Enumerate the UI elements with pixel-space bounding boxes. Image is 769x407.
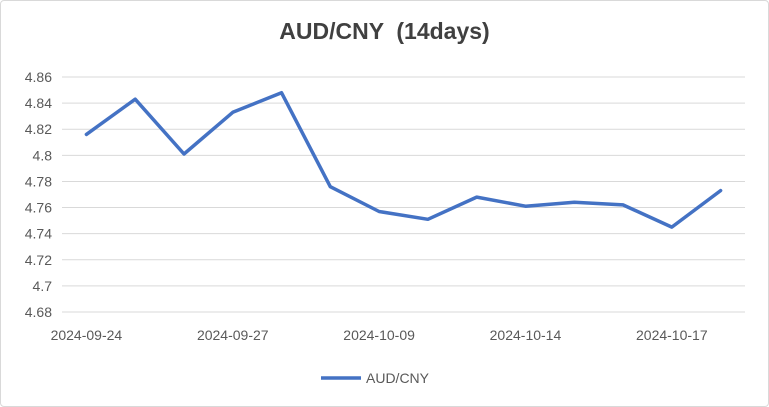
y-tick-label: 4.84 bbox=[25, 95, 52, 111]
x-tick-label: 2024-09-24 bbox=[51, 327, 123, 343]
y-tick-label: 4.72 bbox=[25, 252, 52, 268]
y-tick-label: 4.8 bbox=[33, 147, 53, 163]
x-tick-label: 2024-10-14 bbox=[490, 327, 562, 343]
gridlines bbox=[62, 76, 745, 313]
y-tick-label: 4.74 bbox=[25, 226, 52, 242]
y-tick-label: 4.7 bbox=[33, 278, 53, 294]
x-tick-label: 2024-09-27 bbox=[197, 327, 269, 343]
y-tick-label: 4.82 bbox=[25, 121, 52, 137]
legend[interactable]: AUD/CNY bbox=[321, 370, 430, 386]
series-layer bbox=[84, 90, 723, 229]
y-tick-label: 4.86 bbox=[25, 69, 52, 85]
y-axis-ticks: 4.86 4.84 4.82 4.8 4.78 4.76 4.74 4.72 4.7 4.68 bbox=[25, 69, 52, 320]
x-tick-label: 2024-10-09 bbox=[343, 327, 415, 343]
x-tick-label: 2024-10-17 bbox=[636, 327, 708, 343]
series-line-aud-cny bbox=[84, 90, 723, 229]
legend-label-aud-cny: AUD/CNY bbox=[366, 370, 430, 386]
y-tick-label: 4.68 bbox=[25, 304, 52, 320]
y-tick-label: 4.78 bbox=[25, 173, 52, 189]
chart-title: AUD/CNY (14days) bbox=[279, 18, 490, 44]
y-tick-label: 4.76 bbox=[25, 200, 52, 216]
x-axis-ticks: 2024-09-24 2024-09-27 2024-10-09 2024-10-14… bbox=[51, 327, 708, 343]
